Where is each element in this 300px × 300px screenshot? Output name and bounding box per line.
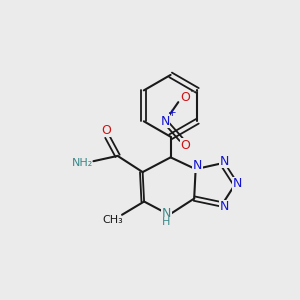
Text: N: N [220,200,229,213]
Text: O: O [181,91,190,104]
Text: +: + [168,108,177,118]
Text: N: N [160,115,170,128]
Text: O: O [101,124,111,137]
Text: NH₂: NH₂ [72,158,93,168]
Text: O: O [181,139,190,152]
Text: H: H [161,217,170,227]
Text: N: N [161,207,171,220]
Text: −: − [190,87,199,97]
Text: N: N [193,159,202,172]
Text: N: N [233,177,242,190]
Text: CH₃: CH₃ [102,215,123,225]
Text: N: N [220,155,229,168]
